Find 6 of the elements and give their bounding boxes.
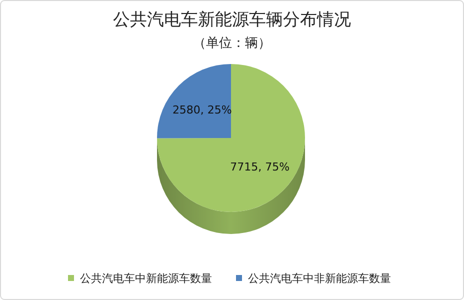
chart-title: 公共汽电车新能源车辆分布情况	[113, 10, 351, 30]
legend-label: 公共汽电车中新能源车数量	[80, 272, 212, 285]
legend-label: 公共汽电车中非新能源车数量	[248, 272, 391, 285]
data-label: 2580, 25%	[172, 103, 232, 116]
chart-subtitle: （单位：辆）	[193, 36, 271, 51]
data-label: 7715, 75%	[230, 160, 290, 174]
